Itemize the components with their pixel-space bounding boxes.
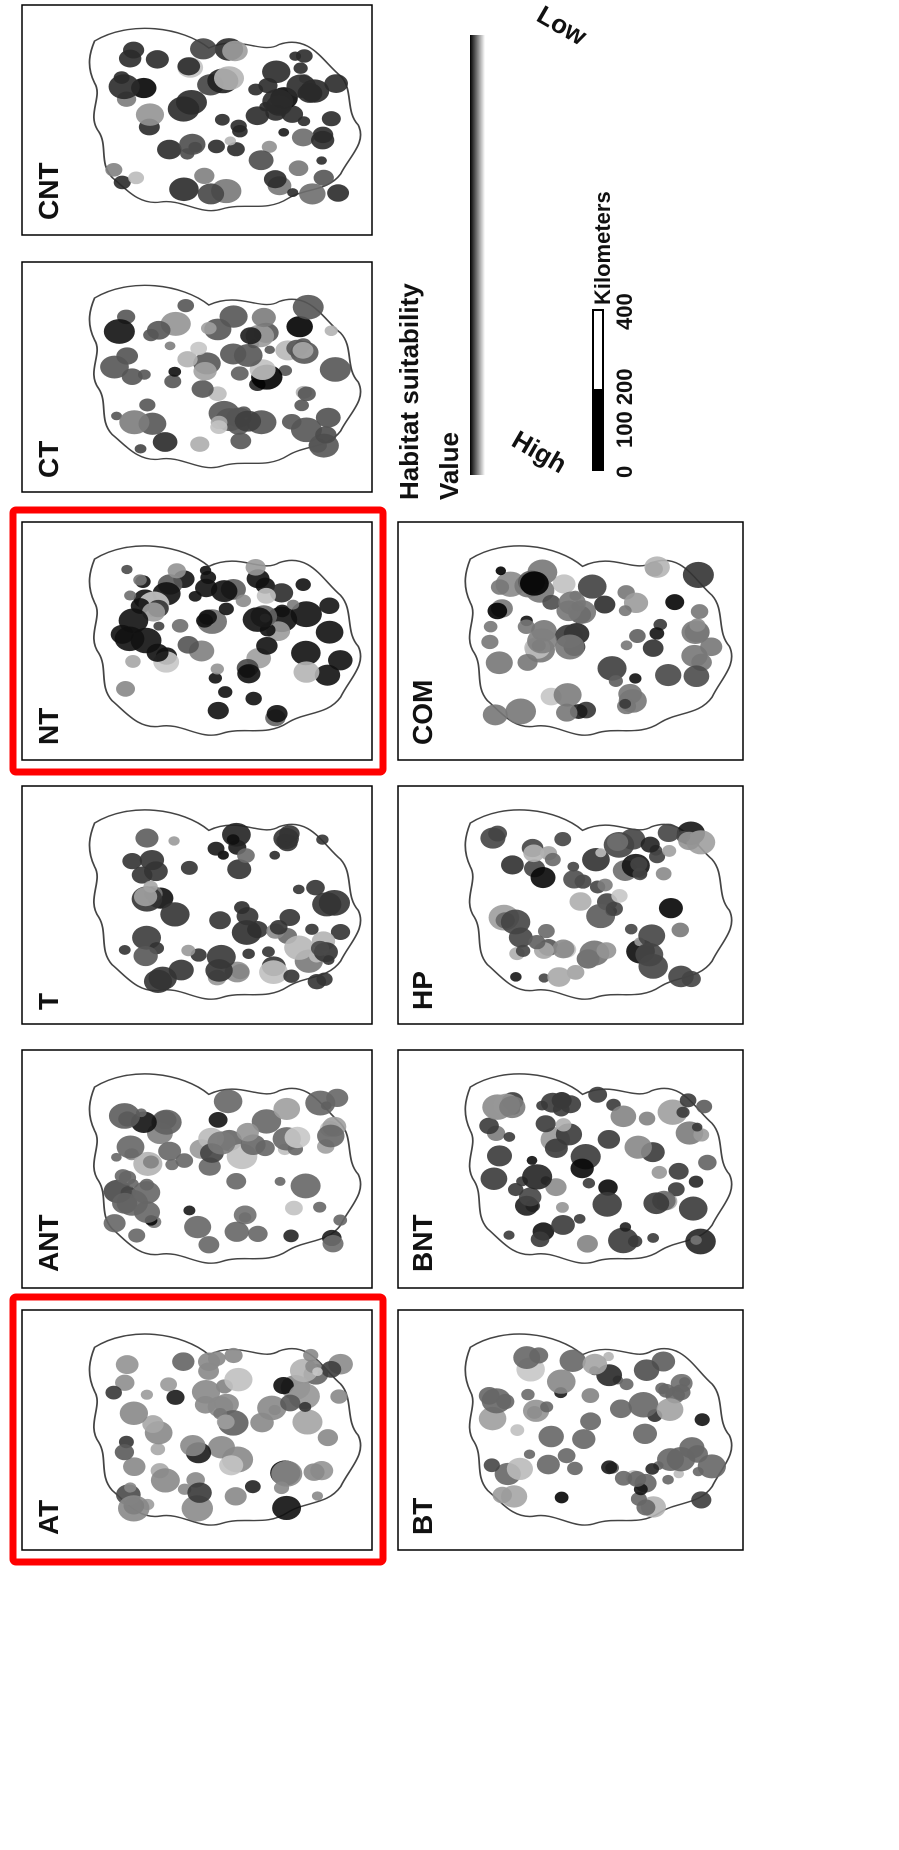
map-t: [88, 809, 362, 1001]
highlight-box-at: [9, 1293, 387, 1566]
map-cnt: [88, 27, 362, 212]
map-nt: [88, 545, 362, 737]
panel-label-ant: ANT: [33, 1214, 64, 1272]
highlight-box-nt: [9, 506, 387, 776]
scale-unit-label: Kilometers: [590, 191, 615, 305]
legend: Habitat suitability Value High Low Kilom…: [394, 0, 637, 500]
panel-label-at: AT: [33, 1500, 64, 1535]
panel-label-t: T: [33, 993, 64, 1010]
legend-gradient-bar: [470, 35, 485, 475]
legend-high-label: High: [507, 424, 572, 479]
map-bt: [464, 1333, 733, 1526]
legend-title-line1: Habitat suitability: [394, 283, 424, 500]
map-com: [464, 545, 733, 737]
panel-label-bnt: BNT: [407, 1214, 438, 1272]
map-hp: [464, 809, 733, 1001]
legend-title-line2: Value: [434, 432, 464, 500]
scale-tick-0: 0: [612, 466, 637, 478]
legend-low-label: Low: [532, 0, 593, 52]
panel-label-com: COM: [407, 680, 438, 745]
map-ant: [88, 1073, 362, 1265]
map-at: [88, 1333, 362, 1526]
panel-label-nt: NT: [33, 708, 64, 745]
scale-tick-100-200: 100 200: [612, 368, 637, 448]
map-bnt: [464, 1073, 733, 1265]
panel-label-ct: CT: [33, 441, 64, 478]
scale-tick-400: 400: [612, 293, 637, 330]
map-ct: [88, 284, 362, 469]
panel-label-hp: HP: [407, 971, 438, 1010]
panel-label-cnt: CNT: [33, 162, 64, 220]
scale-bar: Kilometers 0 100 200 400: [590, 191, 637, 478]
panel-label-bt: BT: [407, 1498, 438, 1535]
